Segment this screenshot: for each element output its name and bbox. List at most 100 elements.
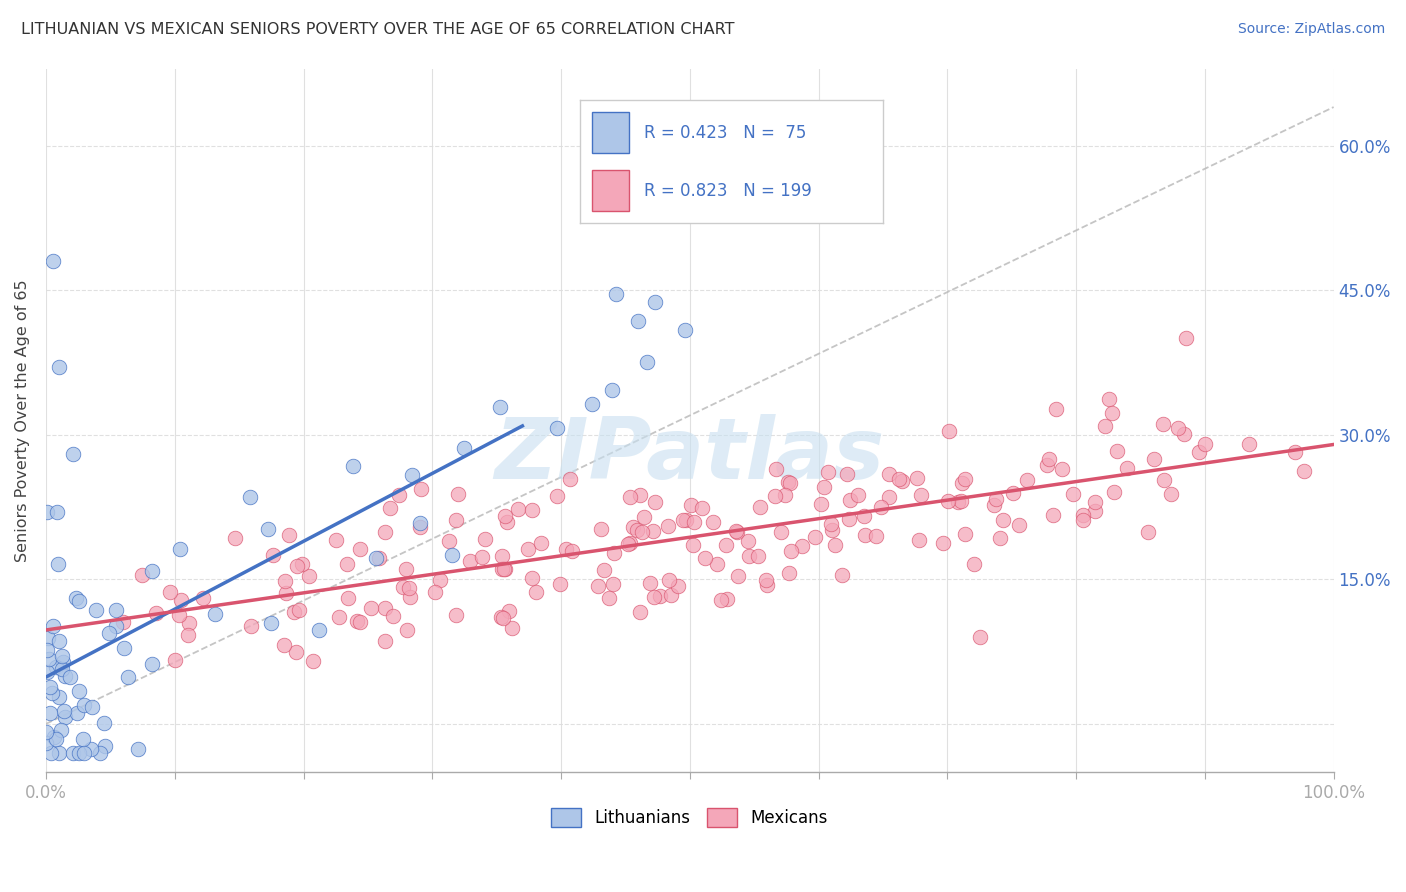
Point	[388, 488, 411, 502]
Point	[364, 550, 387, 565]
Point	[820, 517, 842, 532]
Point	[1105, 444, 1128, 458]
Point	[49, 723, 72, 738]
Point	[288, 603, 311, 617]
Point	[853, 528, 876, 542]
Point	[778, 566, 800, 581]
Point	[644, 294, 666, 309]
Point	[643, 591, 665, 605]
Point	[325, 533, 347, 547]
Point	[297, 568, 319, 582]
Point	[204, 607, 226, 622]
Point	[458, 554, 481, 568]
Point	[498, 604, 520, 618]
Point	[335, 557, 357, 571]
Point	[474, 532, 496, 546]
Point	[657, 518, 679, 533]
Point	[1115, 460, 1137, 475]
Text: LITHUANIAN VS MEXICAN SENIORS POVERTY OVER THE AGE OF 65 CORRELATION CHART: LITHUANIAN VS MEXICAN SENIORS POVERTY OV…	[21, 22, 734, 37]
Point	[522, 502, 544, 516]
Point	[489, 610, 512, 624]
Point	[67, 684, 90, 698]
Point	[905, 471, 928, 485]
Point	[179, 615, 201, 630]
Point	[756, 578, 779, 592]
Point	[491, 549, 513, 563]
Point	[938, 425, 960, 439]
Point	[367, 550, 389, 565]
Point	[1194, 437, 1216, 451]
Point	[42, 730, 65, 744]
Point	[394, 562, 416, 576]
Point	[1038, 452, 1060, 467]
Point	[748, 500, 770, 514]
Point	[501, 621, 523, 635]
Point	[1292, 464, 1315, 478]
Point	[167, 607, 190, 622]
Point	[1071, 508, 1094, 522]
Point	[1094, 419, 1116, 434]
Point	[889, 473, 911, 487]
Point	[491, 562, 513, 576]
Point	[824, 538, 846, 552]
Point	[72, 731, 94, 746]
Point	[191, 591, 214, 606]
Point	[105, 619, 128, 633]
Point	[273, 638, 295, 652]
Point	[675, 513, 697, 527]
Point	[1084, 495, 1107, 509]
Point	[80, 700, 103, 714]
Point	[342, 458, 364, 473]
Point	[890, 474, 912, 488]
Point	[765, 462, 787, 476]
Point	[45, 505, 67, 519]
Point	[35, 736, 58, 750]
Point	[780, 543, 803, 558]
Point	[953, 527, 976, 541]
Point	[725, 524, 748, 539]
Point	[950, 493, 973, 508]
Point	[131, 567, 153, 582]
Point	[963, 558, 986, 572]
Point	[62, 447, 84, 461]
Point	[444, 513, 467, 527]
Point	[936, 494, 959, 508]
Point	[983, 498, 1005, 512]
Point	[946, 495, 969, 509]
Point	[492, 611, 515, 625]
Point	[489, 401, 512, 415]
Point	[548, 576, 571, 591]
Point	[602, 577, 624, 591]
Point	[666, 579, 689, 593]
Point	[117, 670, 139, 684]
Point	[738, 549, 761, 563]
Point	[396, 623, 419, 637]
Point	[39, 680, 62, 694]
Point	[672, 513, 695, 527]
Point	[409, 520, 432, 534]
Point	[638, 576, 661, 591]
Point	[725, 525, 748, 540]
Point	[260, 615, 283, 630]
Point	[346, 614, 368, 628]
Point	[852, 508, 875, 523]
Point	[52, 704, 75, 718]
Point	[284, 645, 307, 659]
Point	[1101, 407, 1123, 421]
Point	[546, 489, 568, 503]
Point	[471, 549, 494, 564]
Point	[755, 573, 778, 587]
Point	[374, 633, 396, 648]
Point	[643, 524, 665, 538]
Point	[374, 600, 396, 615]
Point	[169, 541, 191, 556]
Point	[105, 603, 128, 617]
Point	[48, 633, 70, 648]
Point	[633, 510, 655, 524]
Point	[165, 653, 187, 667]
Point	[66, 706, 89, 720]
Point	[603, 546, 626, 560]
Point	[67, 746, 90, 760]
Point	[600, 384, 623, 398]
Point	[821, 523, 844, 537]
